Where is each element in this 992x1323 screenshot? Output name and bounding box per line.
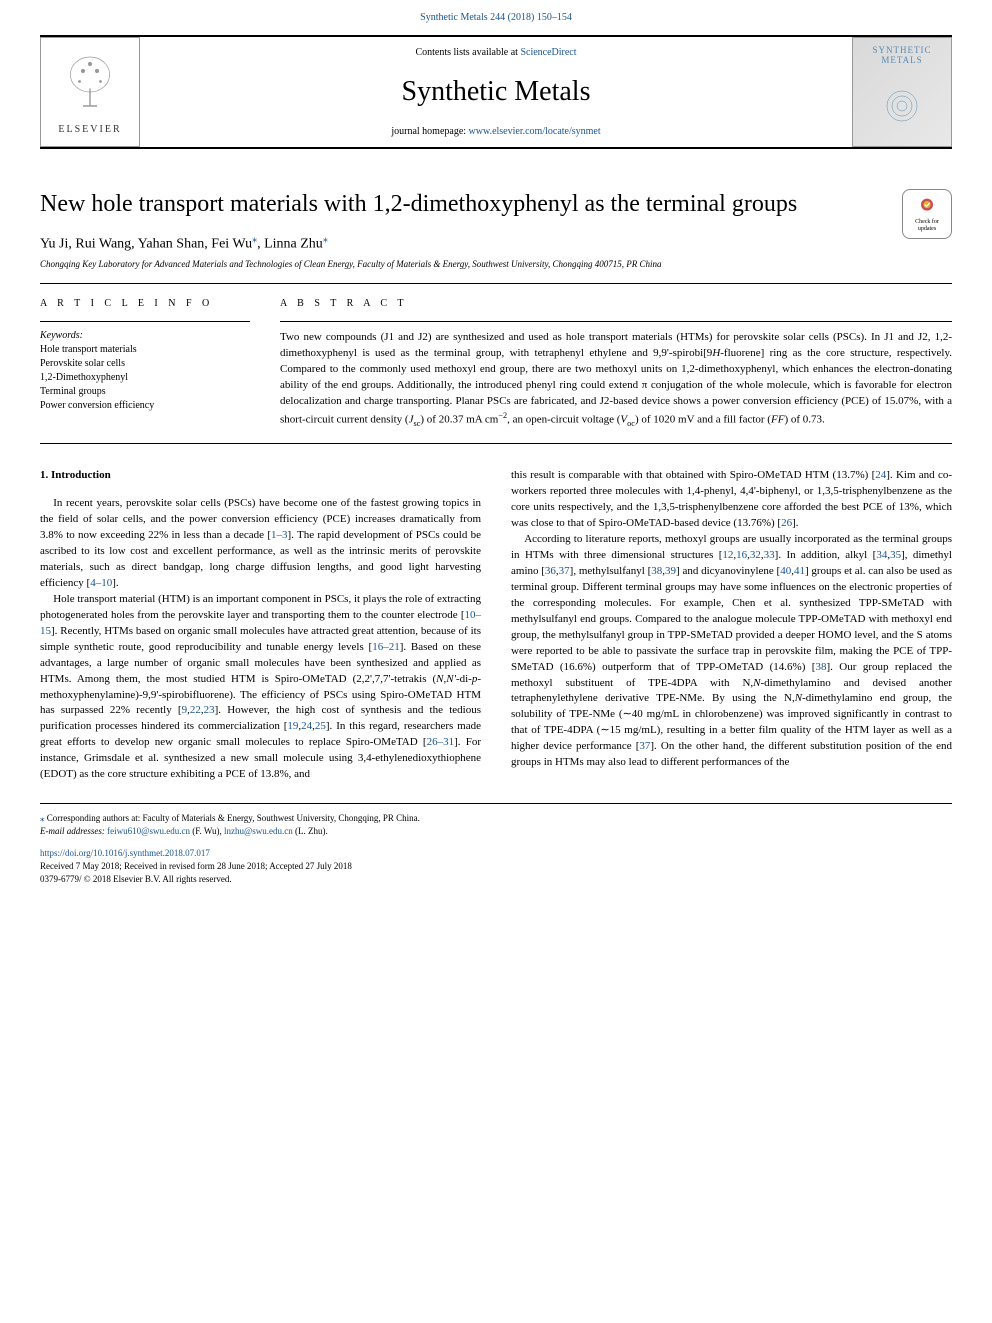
info-divider (40, 321, 250, 322)
article-title: New hole transport materials with 1,2-di… (40, 189, 952, 220)
email-name-1: (F. Wu), (192, 826, 222, 836)
sciencedirect-link[interactable]: ScienceDirect (520, 47, 576, 58)
corresponding-text: Corresponding authors at: Faculty of Mat… (47, 813, 420, 823)
email-link-2[interactable]: lnzhu@swu.edu.cn (224, 826, 293, 836)
abstract-column: A B S T R A C T Two new compounds (J1 an… (280, 298, 952, 429)
keyword-item: Power conversion efficiency (40, 399, 250, 413)
copyright-line: 0379-6779/ © 2018 Elsevier B.V. All righ… (40, 873, 952, 886)
doi-block: https://doi.org/10.1016/j.synthmet.2018.… (40, 847, 952, 885)
crossmark-label2: updates (918, 226, 936, 232)
footer: ⁎ Corresponding authors at: Faculty of M… (40, 803, 952, 837)
contents-prefix: Contents lists available at (415, 47, 520, 58)
intro-heading: 1. Introduction (40, 468, 481, 484)
article-info-label: A R T I C L E I N F O (40, 298, 250, 309)
email-line: E-mail addresses: feiwu610@swu.edu.cn (F… (40, 825, 952, 838)
keyword-item: Terminal groups (40, 385, 250, 399)
abstract-label: A B S T R A C T (280, 298, 952, 309)
email-name-2: (L. Zhu). (295, 826, 328, 836)
homepage-prefix: journal homepage: (391, 126, 468, 137)
star-icon: ⁎ (40, 813, 45, 823)
journal-cover-title: SYNTHETIC METALS (857, 46, 947, 66)
crossmark-badge[interactable]: Check for updates (902, 189, 952, 239)
email-label: E-mail addresses: (40, 826, 105, 836)
elsevier-label: ELSEVIER (58, 124, 121, 135)
body-paragraph: According to literature reports, methoxy… (511, 532, 952, 771)
abstract-text: Two new compounds (J1 and J2) are synthe… (280, 330, 952, 429)
doi-link[interactable]: https://doi.org/10.1016/j.synthmet.2018.… (40, 848, 210, 858)
body-paragraph: Hole transport material (HTM) is an impo… (40, 592, 481, 783)
homepage-line: journal homepage: www.elsevier.com/locat… (391, 126, 600, 137)
keyword-item: Perovskite solar cells (40, 357, 250, 371)
corresponding-note: ⁎ Corresponding authors at: Faculty of M… (40, 812, 952, 825)
keywords-label: Keywords: (40, 330, 250, 341)
keyword-item: 1,2-Dimethoxyphenyl (40, 371, 250, 385)
citation-line: Synthetic Metals 244 (2018) 150–154 (0, 0, 992, 35)
authors-line: Yu Ji, Rui Wang, Yahan Shan, Fei Wu⁎, Li… (40, 234, 952, 253)
body-paragraph: this result is comparable with that obta… (511, 468, 952, 532)
body-column-left: 1. Introduction In recent years, perovsk… (40, 468, 481, 783)
affiliation: Chongqing Key Laboratory for Advanced Ma… (40, 259, 952, 269)
article-info-column: A R T I C L E I N F O Keywords: Hole tra… (40, 298, 250, 429)
received-line: Received 7 May 2018; Received in revised… (40, 860, 952, 873)
elsevier-logo: ELSEVIER (40, 37, 140, 147)
journal-name: Synthetic Metals (402, 76, 591, 108)
elsevier-tree-icon (55, 50, 125, 120)
abstract-divider (280, 321, 952, 322)
journal-cover: SYNTHETIC METALS (852, 37, 952, 147)
email-link-1[interactable]: feiwu610@swu.edu.cn (107, 826, 190, 836)
body-paragraph: In recent years, perovskite solar cells … (40, 496, 481, 592)
title-section: New hole transport materials with 1,2-di… (40, 189, 952, 220)
divider-bottom (40, 443, 952, 444)
divider-top (40, 283, 952, 284)
header-banner: ELSEVIER Contents lists available at Sci… (40, 35, 952, 149)
crossmark-icon (915, 195, 939, 219)
homepage-link[interactable]: www.elsevier.com/locate/synmet (469, 126, 601, 137)
banner-center: Contents lists available at ScienceDirec… (140, 37, 852, 147)
info-abstract-row: A R T I C L E I N F O Keywords: Hole tra… (40, 298, 952, 429)
body-column-right: this result is comparable with that obta… (511, 468, 952, 783)
keyword-item: Hole transport materials (40, 343, 250, 357)
crossmark-label1: Check for (915, 219, 939, 225)
contents-line: Contents lists available at ScienceDirec… (415, 47, 576, 58)
cover-graphic-icon (872, 66, 932, 126)
keywords-list: Hole transport materialsPerovskite solar… (40, 343, 250, 413)
body-columns: 1. Introduction In recent years, perovsk… (40, 468, 952, 783)
